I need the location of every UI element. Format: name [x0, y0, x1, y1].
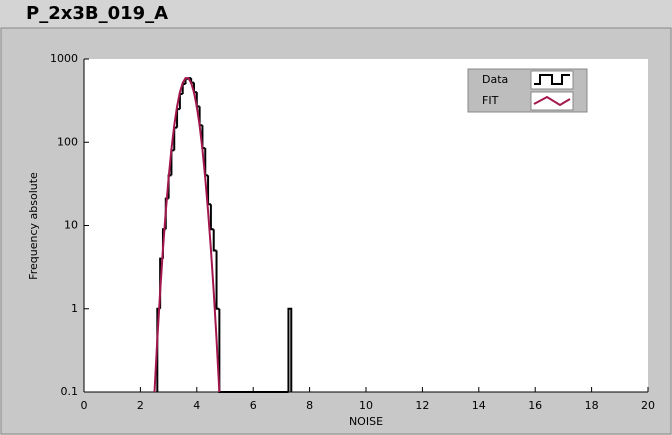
x-tick-label: 2 [137, 399, 144, 412]
x-tick-label: 16 [528, 399, 542, 412]
histogram-bin [287, 307, 293, 392]
y-tick-label: 10 [64, 219, 78, 232]
y-tick-label: 1000 [50, 52, 78, 65]
x-tick-label: 18 [585, 399, 599, 412]
y-tick-label: 100 [57, 135, 78, 148]
x-tick-label: 20 [641, 399, 655, 412]
histogram-bin [209, 204, 214, 231]
y-tick-label: 1 [71, 302, 78, 315]
x-tick-label: 4 [193, 399, 200, 412]
x-tick-label: 14 [472, 399, 486, 412]
y-axis-label: Frequency absolute [27, 172, 40, 280]
x-tick-label: 8 [306, 399, 313, 412]
x-tick-label: 10 [359, 399, 373, 412]
legend-label: FIT [482, 94, 499, 107]
legend-swatch [533, 95, 571, 107]
x-tick-label: 6 [250, 399, 257, 412]
legend-swatch [534, 74, 570, 85]
x-axis-label: NOISE [349, 415, 383, 428]
chart-title: P_2x3B_019_A [26, 3, 168, 24]
x-tick-label: 12 [415, 399, 429, 412]
x-tick-label: 0 [81, 399, 88, 412]
legend-label: Data [482, 73, 508, 86]
y-tick-label: 0.1 [61, 385, 79, 398]
fit-line [153, 77, 221, 393]
